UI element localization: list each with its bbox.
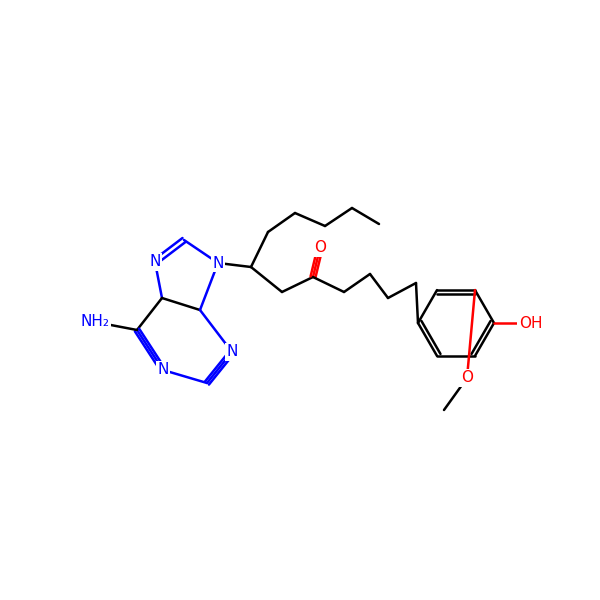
Text: O: O	[314, 241, 326, 256]
Text: N: N	[226, 344, 238, 359]
Text: O: O	[461, 370, 473, 385]
Text: N: N	[157, 362, 169, 377]
Text: NH₂: NH₂	[80, 314, 110, 329]
Text: OH: OH	[519, 316, 542, 331]
Text: N: N	[212, 256, 224, 271]
Text: N: N	[149, 254, 161, 269]
